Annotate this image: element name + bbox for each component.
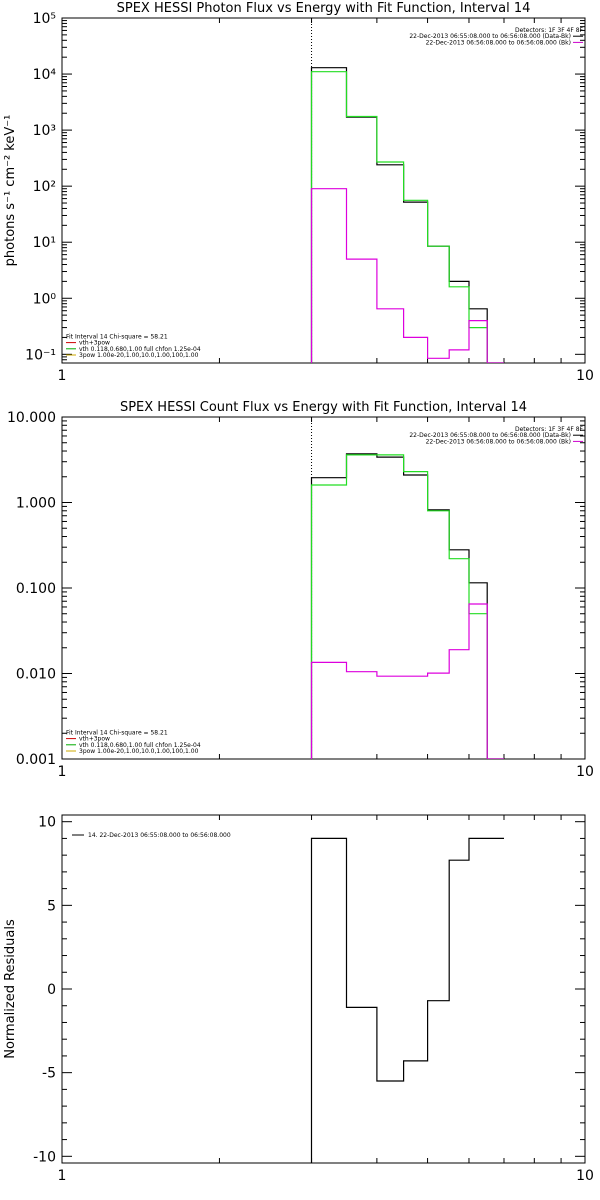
- legend-entry: Detectors: 1F 3F 4F 8F: [515, 426, 584, 433]
- y-tick-label: 10: [38, 815, 56, 831]
- y-tick-label: 10.000: [7, 410, 56, 426]
- legend-entry: 22-Dec-2013 06:56:08.000 to 06:56:08.000…: [426, 39, 571, 46]
- y-tick-label: -5: [42, 1066, 56, 1082]
- series-0-step-line: [310, 453, 504, 759]
- legend-entry: 3pow 1.00e-20,1.00,10.0,1.00,100,1.00: [79, 748, 199, 755]
- legend-entry: Fit Interval 14 Chi-square = 58.21: [66, 729, 168, 736]
- y-tick-label: 10⁻¹: [25, 347, 56, 363]
- y-tick-label: 1.000: [16, 496, 56, 512]
- x-tick-label: 1: [58, 1168, 67, 1184]
- plot-frame: [61, 814, 586, 1164]
- legend-entry: vth 0.118,0.680,1.00 full chfon 1.25e-04: [79, 346, 201, 353]
- legend-entry: vth 0.118,0.680,1.00 full chfon 1.25e-04: [79, 742, 201, 749]
- legend-entry: vth+3pow: [79, 340, 110, 347]
- y-tick-label: 10⁴: [33, 67, 57, 83]
- y-tick-label: 0.001: [16, 752, 56, 768]
- legend-entry: 22-Dec-2013 06:55:08.000 to 06:56:08.000…: [409, 432, 571, 439]
- legend-entry: Detectors: 1F 3F 4F 8F: [515, 27, 584, 34]
- count-flux-panel: SPEX HESSI Count Flux vs Energy with Fit…: [7, 400, 594, 780]
- y-tick-label: 10⁰: [33, 291, 57, 307]
- y-tick-label: 10⁵: [33, 11, 56, 27]
- photon-flux-panel: SPEX HESSI Photon Flux vs Energy with Fi…: [3, 1, 594, 384]
- y-axis-label: Normalized Residuals: [3, 919, 18, 1059]
- legend-entry: Fit Interval 14 Chi-square = 58.21: [66, 333, 168, 340]
- chart-title: SPEX HESSI Photon Flux vs Energy with Fi…: [117, 1, 531, 16]
- residuals-panel: Normalized Residuals 1 10 -10 -5 0 5 10 14. 22-D…: [3, 814, 594, 1184]
- x-tick-label: 1: [58, 368, 67, 384]
- legend-entry: 14. 22-Dec-2013 06:55:08.000 to 06:56:08…: [88, 832, 231, 839]
- series-0-step-line: [310, 837, 504, 1163]
- x-tick-label: 10: [576, 368, 594, 384]
- plot-frame: [61, 416, 586, 760]
- y-tick-label: 0.100: [16, 581, 56, 597]
- y-tick-label: 5: [47, 898, 56, 914]
- series-1-step-line: [310, 71, 504, 363]
- series-0-step-line: [310, 67, 504, 363]
- legend-entry: 22-Dec-2013 06:56:08.000 to 06:56:08.000…: [426, 438, 571, 445]
- y-tick-label: -10: [33, 1149, 56, 1165]
- y-tick-label: 10¹: [33, 235, 56, 251]
- y-tick-label: 10²: [33, 179, 56, 195]
- y-tick-label: 0: [47, 982, 56, 998]
- series-2-step-line: [310, 188, 504, 363]
- y-tick-label: 0.010: [16, 667, 56, 683]
- y-axis-label: photons s⁻¹ cm⁻² keV⁻¹: [3, 115, 18, 267]
- plot-frame: [61, 17, 586, 364]
- chart-title: SPEX HESSI Count Flux vs Energy with Fit…: [120, 400, 527, 415]
- series-1-step-line: [310, 454, 504, 759]
- legend-entry: 22-Dec-2013 06:55:08.000 to 06:56:08.000…: [409, 33, 571, 40]
- legend-entry: vth+3pow: [79, 736, 110, 743]
- x-tick-label: 1: [58, 764, 67, 780]
- y-tick-label: 10³: [33, 123, 56, 139]
- x-tick-label: 10: [576, 764, 594, 780]
- legend-entry: 3pow 1.00e-20,1.00,10.0,1.00,100,1.00: [79, 352, 199, 359]
- x-tick-label: 10: [576, 1168, 594, 1184]
- series-2-step-line: [310, 603, 504, 759]
